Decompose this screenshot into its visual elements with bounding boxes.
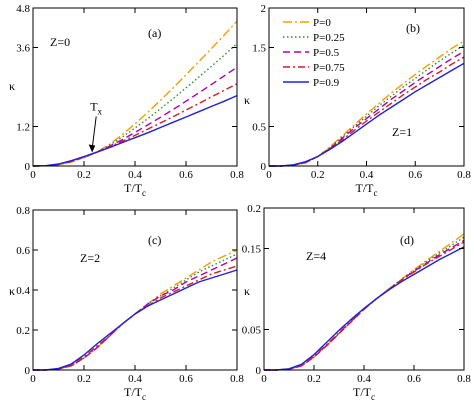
series-line-c-P-0-9 <box>33 269 238 371</box>
legend-label: P=0 <box>313 17 331 29</box>
x-tick-label-a: 0.2 <box>77 169 91 181</box>
legend-label: P=0.25 <box>313 32 345 44</box>
series-line-c-P-0-25 <box>33 253 238 371</box>
series-line-b-P-0-25 <box>269 44 465 167</box>
x-tick-label-c: 0.2 <box>77 373 91 385</box>
x-tick-label-c: 0.8 <box>230 373 244 385</box>
panel-b: 0 0.2 0.4 0.6 0.8 0 0.5 1.5 2 T/Tc κ (b) Z=1 P=0 P=0.2… <box>244 3 471 198</box>
x-tick-label-b: 0 <box>266 169 272 181</box>
x-tick-label-d: 0.6 <box>407 373 421 385</box>
x-tick-label-b: 0.8 <box>457 169 471 181</box>
annotation-a: Z=0 <box>50 35 70 49</box>
series-line-a-P-0-25 <box>32 42 238 167</box>
x-tick-label-a: 0 <box>30 169 36 181</box>
y-tick-label-b: 0.5 <box>252 122 266 134</box>
series-line-d-P-0-75 <box>264 241 465 371</box>
y-axis-label-c: κ <box>9 284 15 298</box>
x-tick-label-d: 0 <box>261 373 267 385</box>
marker-arrowhead-a <box>88 144 96 153</box>
marker-label-a: Tx <box>90 99 102 116</box>
y-tick-label-a: 3.6 <box>16 43 30 55</box>
plot-frame-d <box>263 207 465 371</box>
x-axis-label-d: T/Tc <box>353 385 375 402</box>
y-tick-label-b: 0 <box>261 161 267 173</box>
y-tick-label-c: 0.8 <box>16 205 30 217</box>
annotation-c: Z=2 <box>80 251 100 265</box>
series-line-d-P-0-5 <box>264 239 465 371</box>
series-line-a-P-0-9 <box>32 94 238 167</box>
x-tick-label-d: 0.8 <box>457 373 471 385</box>
series-line-b-P-0-5 <box>269 50 465 167</box>
x-tick-label-a: 0.6 <box>179 169 193 181</box>
series-line-a-P-0-75 <box>32 83 238 167</box>
y-tick-label-c: 0 <box>25 365 31 377</box>
y-tick-label-d: 0 <box>256 365 262 377</box>
panel-c: 0 0.2 0.4 0.6 0.8 0 0.2 0.4 0.6 0.8 T/Tc κ (c) Z=2 <box>9 205 244 402</box>
y-tick-label-b: 1.5 <box>252 43 266 55</box>
x-axis-label-c: T/Tc <box>124 385 146 402</box>
panel-d: 0 0.2 0.4 0.6 0.8 0 0.05 0.15 0.2 T/Tc κ (d) Z=4 <box>242 203 472 402</box>
panel-label-b: (b) <box>406 21 420 35</box>
plot-frame-c <box>32 209 238 371</box>
x-tick-label-c: 0.4 <box>128 373 142 385</box>
x-tick-label-a: 0.4 <box>128 169 142 181</box>
x-tick-label-c: 0.6 <box>179 373 193 385</box>
y-tick-label-d: 0.05 <box>242 325 262 337</box>
x-axis-label-a: T/Tc <box>124 181 146 198</box>
series-line-d-P-0-9 <box>264 246 465 371</box>
x-tick-label-b: 0.6 <box>408 169 422 181</box>
series-line-d-P-0 <box>264 233 465 371</box>
panel-label-a: (a) <box>148 26 161 40</box>
y-axis-label-d: κ <box>244 284 250 298</box>
y-tick-label-a: 0 <box>25 161 31 173</box>
panel-label-d: (d) <box>400 233 414 247</box>
series-line-b-P-0-75 <box>269 56 465 167</box>
y-tick-label-d: 0.15 <box>242 244 262 256</box>
y-tick-label-a: 4.8 <box>16 3 30 15</box>
x-tick-label-a: 0.8 <box>230 169 244 181</box>
x-axis-label-b: T/Tc <box>356 181 378 198</box>
y-axis-label-b: κ <box>244 93 250 107</box>
x-tick-label-b: 0.4 <box>360 169 374 181</box>
x-tick-label-b: 0.2 <box>311 169 325 181</box>
y-tick-label-a: 1.2 <box>16 122 30 134</box>
annotation-b: Z=1 <box>392 125 412 139</box>
legend-label: P=0.5 <box>313 47 340 59</box>
x-tick-label-d: 0.2 <box>307 373 321 385</box>
panel-a: 0 0.2 0.4 0.6 0.8 0 1.2 3.6 4.8 T/Tc κ (a) Z=0 Tx <box>9 3 244 198</box>
series-line-c-P-0 <box>33 249 238 371</box>
annotation-d: Z=4 <box>306 249 326 263</box>
series-line-b-P-0 <box>269 40 465 167</box>
legend-label: P=0.9 <box>313 77 340 89</box>
y-tick-label-c: 0.6 <box>16 245 30 257</box>
y-tick-label-c: 0.2 <box>16 325 30 337</box>
y-tick-label-b: 2 <box>261 3 267 15</box>
series-line-a-P-0-5 <box>32 66 238 167</box>
y-tick-label-c: 0.4 <box>16 285 30 297</box>
plot-frame-b <box>268 7 465 167</box>
y-axis-label-a: κ <box>9 79 15 93</box>
x-tick-label-c: 0 <box>30 373 36 385</box>
series-line-c-P-0-75 <box>33 265 238 371</box>
marker-arrow-a <box>91 116 97 149</box>
panel-label-c: (c) <box>148 233 161 247</box>
series-line-d-P-0-25 <box>264 236 465 371</box>
x-tick-label-d: 0.4 <box>357 373 371 385</box>
legend-label: P=0.75 <box>313 62 345 74</box>
y-tick-label-d: 0.2 <box>247 203 261 215</box>
series-line-b-P-0-9 <box>269 62 465 167</box>
